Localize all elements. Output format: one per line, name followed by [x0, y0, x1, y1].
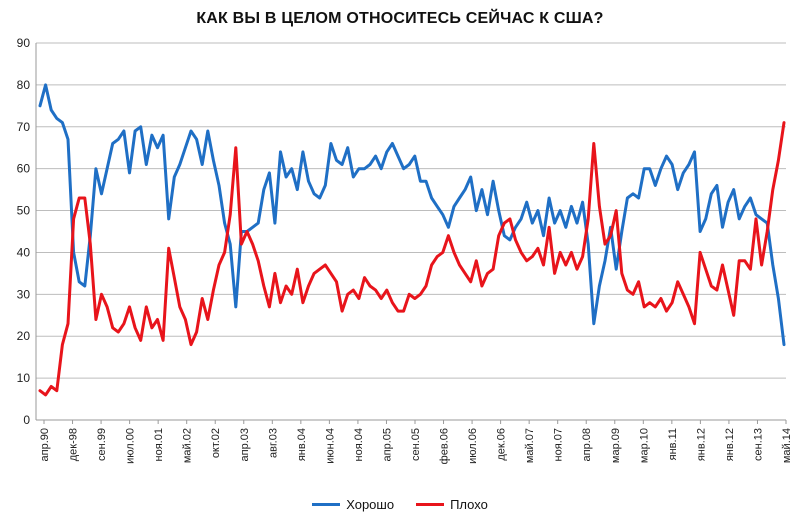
x-tick-label: июн.04	[324, 428, 336, 464]
x-tick-label: янв.11	[667, 428, 679, 460]
series-line-bad	[38, 121, 786, 397]
x-tick-label: дек.06	[496, 428, 508, 461]
x-tick-label: апр.90	[39, 428, 51, 461]
x-tick-label: мар.10	[638, 428, 650, 463]
legend-item-bad: Плохо	[416, 497, 488, 512]
x-tick-label: фев.06	[439, 428, 451, 464]
legend-label-good: Хорошо	[346, 497, 395, 512]
x-tick-label: сен.13	[752, 428, 764, 461]
legend-swatch-bad	[416, 503, 445, 506]
chart-legend: Хорошо Плохо	[0, 497, 800, 512]
x-tick-label: апр.05	[381, 428, 393, 461]
x-tick-label: июл.06	[467, 428, 479, 464]
series-line-good	[38, 83, 786, 347]
x-tick-label: сен.99	[96, 428, 108, 461]
x-tick-label: янв.04	[296, 428, 308, 461]
x-tick-label: май.14	[781, 428, 793, 463]
x-tick-label: ноя.04	[353, 428, 365, 461]
x-tick-label: янв.12	[695, 428, 707, 461]
legend-swatch-good	[312, 503, 341, 506]
x-tick-label: мар.09	[610, 428, 622, 463]
x-tick-label: ноя.07	[553, 428, 565, 461]
y-tick-label: 10	[17, 371, 31, 385]
x-tick-label: авг.03	[267, 428, 279, 458]
x-tick-label: апр.03	[239, 428, 251, 461]
x-tick-label: июл.00	[125, 428, 137, 464]
y-tick-label: 40	[17, 245, 31, 259]
chart-title: КАК ВЫ В ЦЕЛОМ ОТНОСИТЕСЬ СЕЙЧАС К США?	[196, 10, 604, 27]
x-tick-label: май.07	[524, 428, 536, 463]
y-tick-label: 50	[17, 204, 31, 218]
x-tick-label: окт.02	[210, 428, 222, 458]
x-tick-label: май.02	[182, 428, 194, 463]
y-tick-label: 20	[17, 329, 31, 343]
x-tick-label: янв.12	[724, 428, 736, 461]
y-tick-label: 60	[17, 162, 31, 176]
y-tick-label: 80	[17, 78, 31, 92]
y-tick-label: 90	[17, 36, 31, 50]
x-tick-label: ноя.01	[153, 428, 165, 461]
y-tick-label: 0	[23, 413, 30, 427]
y-tick-label: 70	[17, 120, 31, 134]
y-tick-label: 30	[17, 287, 31, 301]
x-tick-label: дек-98	[68, 428, 80, 461]
legend-label-bad: Плохо	[450, 497, 488, 512]
x-tick-label: сен.05	[410, 428, 422, 461]
legend-item-good: Хорошо	[312, 497, 394, 512]
x-tick-label: апр.08	[581, 428, 593, 461]
